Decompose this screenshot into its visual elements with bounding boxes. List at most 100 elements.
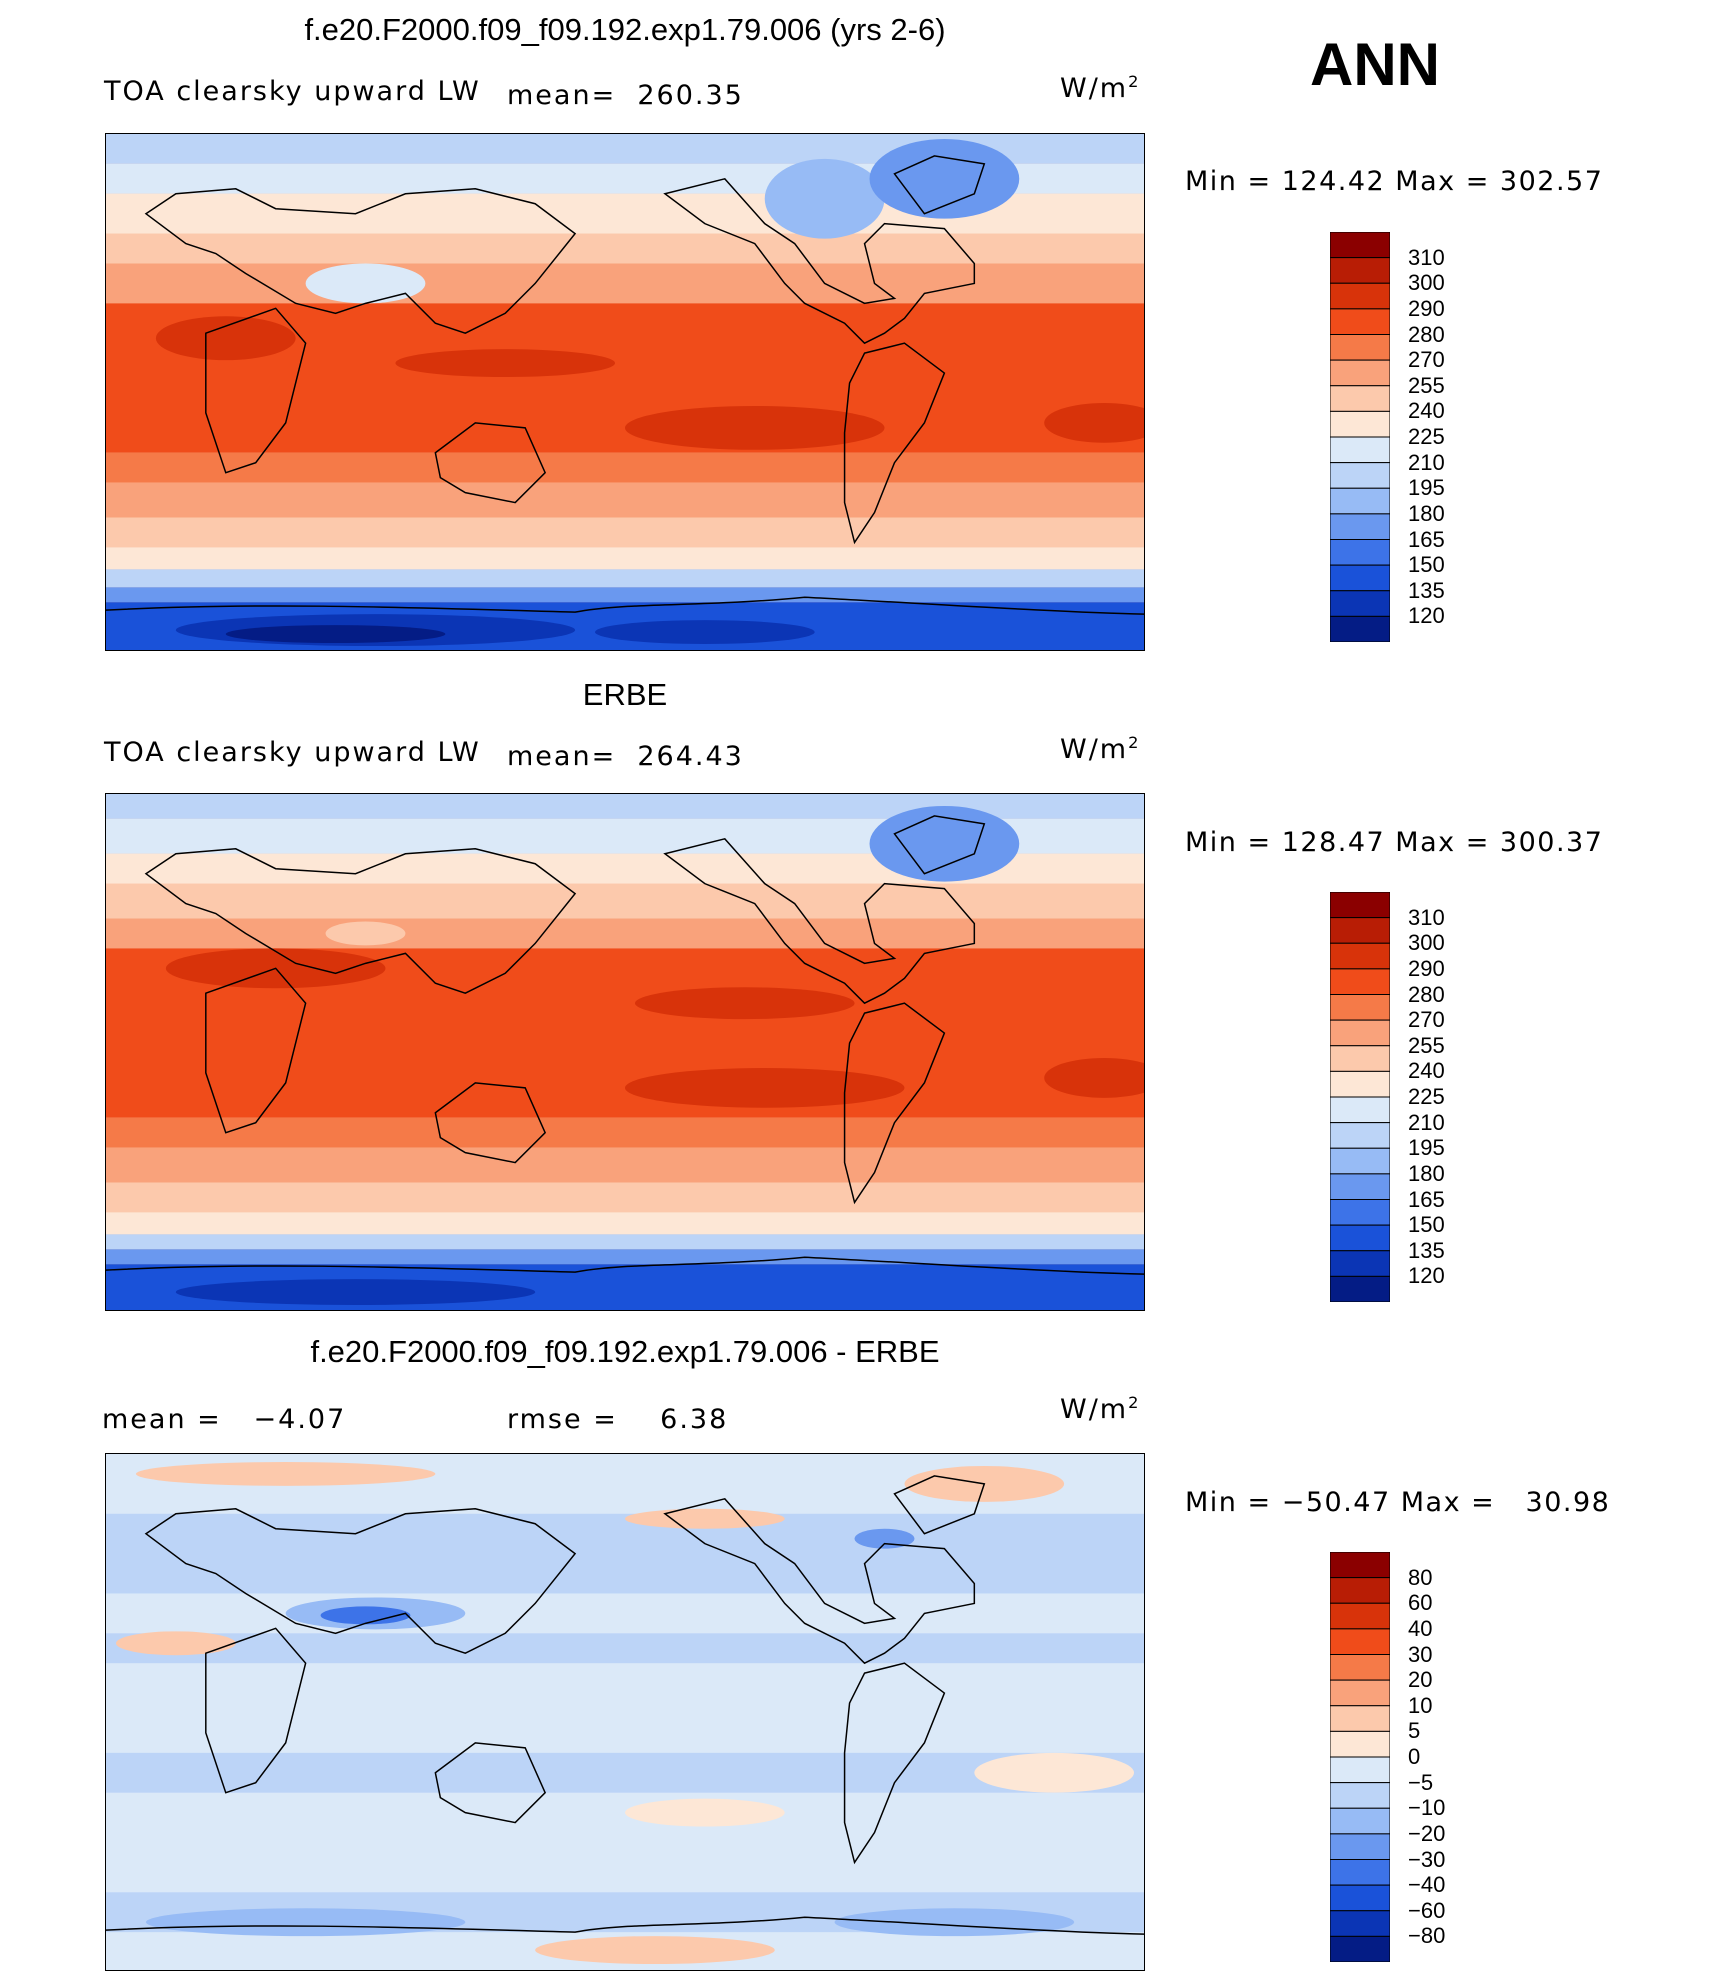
colorbar-tick-label: 310 (1408, 244, 1445, 270)
colorbar-swatch (1330, 385, 1390, 412)
panel-1-title: f.e20.F2000.f09_f09.192.exp1.79.006 (yrs… (304, 12, 946, 47)
panel-2-title: ERBE (582, 677, 668, 712)
colorbar-tick-label: 225 (1408, 1084, 1445, 1109)
colorbar-tick-label: 180 (1408, 1160, 1445, 1186)
colorbar-swatch (1330, 487, 1390, 515)
panel-3-rmse-value: 6.38 (660, 1404, 729, 1435)
colorbar-swatch (1330, 615, 1390, 642)
colorbar-tick-label: 120 (1408, 603, 1445, 629)
panel-2-mean: mean= 264.43 (507, 741, 744, 772)
colorbar-swatch (1330, 1602, 1390, 1630)
panel-1-colorbar (1330, 232, 1390, 642)
colorbar-swatch (1330, 410, 1390, 438)
colorbar-swatch (1330, 1275, 1390, 1302)
colorbar-tick-label: −10 (1408, 1795, 1446, 1821)
colorbar-tick-label: 240 (1408, 1058, 1445, 1084)
colorbar-swatch (1330, 1833, 1390, 1860)
colorbar-swatch (1330, 942, 1390, 970)
colorbar-swatch (1330, 1096, 1390, 1124)
colorbar-tick-label: 210 (1408, 1109, 1445, 1135)
colorbar-swatch (1330, 1019, 1390, 1047)
colorbar-swatch (1330, 1910, 1390, 1937)
colorbar-swatch (1330, 1577, 1390, 1604)
panel-3-mean: mean = −4.07 (102, 1404, 346, 1435)
colorbar-swatch (1330, 994, 1390, 1021)
colorbar-tick-label: −80 (1408, 1923, 1446, 1949)
colorbar-swatch (1330, 308, 1390, 335)
colorbar-tick-label: 270 (1408, 1007, 1445, 1033)
colorbar-tick-label: 150 (1408, 552, 1445, 578)
panel-1-mean-label: mean= (507, 80, 617, 111)
colorbar-swatch (1330, 1654, 1390, 1681)
colorbar-tick-label: 255 (1408, 1032, 1445, 1058)
panel-2-map (105, 793, 1145, 1311)
colorbar-swatch (1330, 257, 1390, 284)
colorbar-tick-label: −30 (1408, 1846, 1446, 1872)
colorbar-swatch (1330, 968, 1390, 995)
panel-2-minmax: Min = 128.47 Max = 300.37 (1185, 827, 1604, 858)
colorbar-tick-label: −5 (1408, 1769, 1434, 1795)
colorbar-tick-label: 270 (1408, 347, 1445, 373)
colorbar-tick-label: 165 (1408, 526, 1445, 552)
panel-3-mean-label: mean = (102, 1404, 222, 1435)
colorbar-swatch (1330, 1173, 1390, 1200)
colorbar-tick-label: 135 (1408, 1237, 1445, 1263)
colorbar-tick-label: 210 (1408, 449, 1445, 475)
colorbar-swatch (1330, 1045, 1390, 1072)
panel-2-mean-value: 264.43 (637, 741, 744, 772)
panel-2-variable-label: TOA clearsky upward LW (104, 737, 481, 768)
colorbar-swatch (1330, 1705, 1390, 1732)
panel-1-minmax: Min = 124.42 Max = 302.57 (1185, 166, 1604, 197)
colorbar-swatch (1330, 1628, 1390, 1655)
colorbar-swatch (1330, 1199, 1390, 1226)
colorbar-tick-label: 165 (1408, 1186, 1445, 1212)
colorbar-tick-label: 5 (1408, 1718, 1421, 1744)
colorbar-tick-label: 10 (1408, 1692, 1433, 1718)
colorbar-tick-label: 60 (1408, 1590, 1433, 1616)
colorbar-tick-label: 195 (1408, 475, 1445, 501)
colorbar-tick-label: 225 (1408, 424, 1445, 449)
colorbar-swatch (1330, 1807, 1390, 1835)
colorbar-tick-label: 135 (1408, 577, 1445, 603)
colorbar-swatch (1330, 1884, 1390, 1912)
panel-1-units: W/m2 (1060, 72, 1141, 104)
colorbar-tick-label: 195 (1408, 1135, 1445, 1161)
colorbar-swatch (1330, 917, 1390, 944)
panel-1-variable-label: TOA clearsky upward LW (104, 76, 481, 107)
colorbar-tick-label: 180 (1408, 500, 1445, 526)
colorbar-swatch (1330, 513, 1390, 540)
colorbar-swatch (1330, 1756, 1390, 1784)
colorbar-swatch (1330, 282, 1390, 310)
colorbar-tick-label: 40 (1408, 1615, 1433, 1641)
panel-3-rmse-label: rmse = (507, 1404, 618, 1435)
colorbar-swatch (1330, 892, 1390, 919)
colorbar-tick-label: 240 (1408, 398, 1445, 424)
colorbar-tick-label: 20 (1408, 1667, 1433, 1693)
colorbar-tick-label: 280 (1408, 321, 1445, 347)
colorbar-swatch (1330, 436, 1390, 464)
colorbar-swatch (1330, 1122, 1390, 1149)
panel-2-mean-label: mean= (507, 741, 617, 772)
colorbar-swatch (1330, 1679, 1390, 1707)
colorbar-tick-label: 290 (1408, 955, 1445, 981)
colorbar-swatch (1330, 1730, 1390, 1758)
colorbar-swatch (1330, 334, 1390, 361)
colorbar-tick-label: −40 (1408, 1872, 1446, 1898)
panel-1-map (105, 133, 1145, 651)
colorbar-swatch (1330, 462, 1390, 489)
panel-3-rmse: rmse = 6.38 (507, 1404, 728, 1435)
colorbar-tick-label: −20 (1408, 1820, 1446, 1846)
colorbar-tick-label: 120 (1408, 1263, 1445, 1289)
panel-1-mean-value: 260.35 (637, 80, 744, 111)
colorbar-tick-label: 150 (1408, 1212, 1445, 1238)
panel-3-colorbar (1330, 1552, 1390, 1962)
panel-3-title: f.e20.F2000.f09_f09.192.exp1.79.006 - ER… (310, 1334, 940, 1369)
panel-2-units: W/m2 (1060, 733, 1141, 765)
colorbar-swatch (1330, 1935, 1390, 1962)
colorbar-swatch (1330, 539, 1390, 566)
panel-3-map (105, 1453, 1145, 1971)
panel-3-mean-value: −4.07 (253, 1404, 347, 1435)
colorbar-swatch (1330, 1147, 1390, 1175)
panel-3-colorbar-svg (1330, 1552, 1390, 1962)
colorbar-swatch (1330, 232, 1390, 259)
